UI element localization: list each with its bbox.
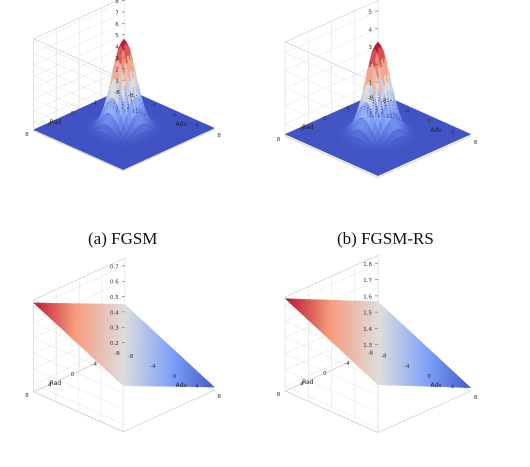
adv-tick-label: -4	[404, 109, 410, 115]
rad-tick-label: 8	[25, 132, 29, 138]
z-tick-label: 0.6	[110, 280, 119, 286]
z-tick-label: 1.8	[363, 262, 372, 268]
wall-grid-line	[284, 10, 379, 95]
rad-tick-label: 0	[323, 371, 327, 377]
adv-tick-label: 0	[173, 374, 177, 380]
z-tick-label: 6	[115, 22, 119, 28]
rad-tick-label: 0	[71, 372, 75, 378]
z-tick-label: 5	[115, 33, 119, 39]
z-tick-label: 4	[369, 27, 373, 33]
z-tick-label: 1.7	[363, 278, 372, 284]
z-tick-label: 1.5	[363, 311, 372, 317]
adv-tick-label: 8	[474, 395, 478, 401]
z-tick-label: 3	[369, 45, 373, 51]
z-tick-label: 1	[115, 79, 119, 85]
surface-plot-1: 1 2 3 4 5 6 7 8 -8 -4 0 4 8 Rad -8 -4 0 4 8 Adv	[25, 0, 221, 172]
wall-grid-line	[284, 28, 379, 113]
z-tick-label: 0.7	[110, 264, 119, 270]
adv-tick-label: 0	[173, 113, 177, 119]
wall-grid-line	[32, 0, 125, 83]
rad-axis-label: Rad	[50, 380, 62, 387]
adv-axis-label: Adv	[430, 127, 442, 134]
adv-axis-label: Adv	[176, 121, 188, 128]
adv-tick-label: 8	[217, 394, 221, 400]
rad-tick-label: -4	[92, 101, 98, 107]
rad-tick-label: -4	[344, 106, 350, 112]
adv-tick-label: -8	[128, 354, 134, 360]
adv-tick-label: -8	[381, 98, 387, 104]
adv-tick-label: 0	[427, 119, 431, 125]
surface-patch	[208, 126, 215, 130]
surface-mesh	[284, 298, 472, 388]
surface-plot-4: 1.3 1.4 1.5 1.6 1.7 1.8 -8 -4 0 4 8 Rad -8 -4 0 4 8 Adv	[277, 254, 478, 434]
surface-patch	[464, 132, 472, 136]
z-tick-label: 0.4	[110, 310, 119, 316]
adv-tick-label: -4	[150, 364, 156, 370]
adv-tick-label: -4	[150, 103, 156, 109]
adv-tick-label: 4	[451, 130, 455, 136]
adv-tick-label: 4	[451, 385, 455, 391]
rad-tick-label: 4	[48, 121, 52, 127]
adv-tick-label: -4	[404, 364, 410, 370]
z-tick-label: 3	[115, 56, 119, 62]
z-tick-label: 8	[115, 0, 119, 5]
rad-tick-label: 4	[48, 382, 52, 388]
z-tick-label: 4	[115, 45, 119, 51]
adv-tick-label: 0	[427, 374, 431, 380]
surface-mesh	[33, 302, 215, 388]
rad-tick-label: 4	[300, 127, 304, 133]
wall-grid-line	[32, 11, 125, 94]
surface-mesh	[284, 41, 472, 176]
rad-tick-label: 8	[277, 392, 281, 398]
z-tick-label: 1	[369, 80, 373, 86]
adv-tick-label: 8	[217, 133, 221, 139]
z-tick-label: 2	[115, 67, 119, 73]
adv-tick-label: 8	[474, 140, 478, 146]
rad-tick-label: 8	[25, 393, 29, 399]
rad-tick-label: -4	[92, 362, 98, 368]
z-tick-label: 0.5	[110, 295, 119, 301]
caption-fgsm: (a) FGSM	[88, 229, 158, 248]
z-tick-label: 5	[369, 10, 373, 16]
z-tick-label: 1.4	[363, 327, 372, 333]
z-tick-label: 7	[115, 10, 119, 16]
adv-tick-label: 4	[195, 123, 199, 129]
surface-patch	[464, 384, 472, 388]
rad-tick-label: 0	[71, 111, 75, 117]
rad-tick-label: -4	[344, 361, 350, 367]
adv-tick-label: 4	[195, 384, 199, 390]
z-tick-label: 1.6	[363, 294, 372, 300]
z-tick-label: 0.3	[110, 326, 119, 332]
rad-tick-label: -8	[368, 350, 374, 356]
z-tick-label: 0.2	[110, 341, 119, 347]
rad-tick-label: 0	[323, 116, 327, 122]
surface-plot-3: 0.2 0.3 0.4 0.5 0.6 0.7 -8 -4 0 4 8 Rad -8 -4 0 4 8 Adv	[25, 257, 221, 433]
rad-tick-label: 8	[277, 137, 281, 143]
rad-tick-label: -8	[368, 95, 374, 101]
surface-mesh	[33, 38, 215, 170]
wall-grid-line	[284, 344, 379, 428]
wall-grid-line	[32, 23, 125, 106]
adv-tick-label: -8	[128, 93, 134, 99]
rad-tick-label: 4	[300, 382, 304, 388]
z-tick-label: 1.3	[363, 343, 372, 349]
rad-axis-label: Rad	[302, 379, 314, 386]
adv-tick-label: -8	[381, 353, 387, 359]
surface-plot-2: 1 2 3 4 5 -8 -4 0 4 8 Rad -8 -4 0 4 8 Adv	[277, 0, 478, 179]
surface-patch	[208, 384, 215, 388]
rad-tick-label: -8	[114, 351, 120, 357]
caption-fgsm-rs: (b) FGSM-RS	[337, 229, 434, 248]
rad-axis-label: Rad	[302, 124, 314, 131]
rad-axis-label: Rad	[50, 119, 62, 126]
adv-axis-label: Adv	[430, 382, 442, 389]
adv-axis-label: Adv	[176, 382, 188, 389]
z-tick-label: 2	[369, 63, 373, 69]
rad-tick-label: -8	[114, 90, 120, 96]
